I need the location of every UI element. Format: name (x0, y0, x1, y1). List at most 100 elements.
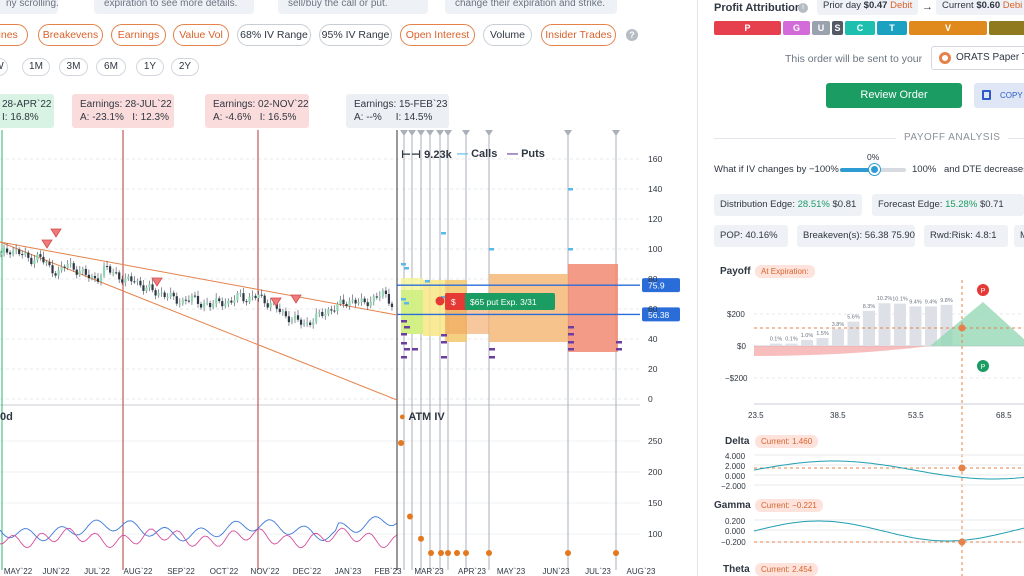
expiration-marker-icon (564, 130, 572, 136)
candle-body (169, 292, 172, 297)
candle-body (127, 276, 130, 279)
candle-body (354, 299, 357, 304)
hint-text: expiration to see more details. (104, 0, 238, 9)
probability-bar (894, 303, 906, 346)
gamma-badge: Current: −0.221 (755, 499, 823, 512)
probability-label: 9.4% (909, 299, 922, 305)
copy-button[interactable]: COPY (974, 83, 1024, 108)
range-button-week[interactable]: W (0, 58, 8, 76)
toggle-95-iv-range[interactable]: 95% IV Range (319, 24, 392, 46)
hint-text: ny scrolling. (6, 0, 58, 9)
toggle-value-vol[interactable]: Value Vol (173, 24, 229, 46)
info-icon[interactable]: i (798, 3, 808, 13)
x-axis-tick: JUN`22 (42, 567, 70, 576)
broker-logo-icon (939, 52, 951, 64)
delta-badge: Current: 1.460 (755, 435, 819, 448)
toggle-insider-trades[interactable]: Insider Trades (541, 24, 616, 46)
earnings-box[interactable]: Earnings: 02-NOV`22 A: -4.6% I: 16.5% (205, 94, 309, 128)
puts-legend[interactable]: — Puts (507, 148, 545, 160)
range-button-1m[interactable]: 1M (22, 58, 50, 76)
review-order-button[interactable]: Review Order (826, 83, 962, 108)
atm-iv-point (398, 440, 404, 446)
range-button-2y[interactable]: 2Y (171, 58, 199, 76)
call-oi-mark (441, 232, 446, 235)
iv-slider-track[interactable] (840, 164, 906, 175)
toggle-earnings[interactable]: Earnings (111, 24, 166, 46)
candle-body (263, 295, 266, 304)
candle-body (199, 303, 203, 308)
atm-iv-point (613, 550, 619, 556)
toggle-trendlines[interactable]: lines (0, 24, 28, 46)
attribution-segment[interactable]: V (909, 21, 987, 35)
candle-body (290, 319, 294, 323)
candle-body (90, 276, 94, 279)
value-heat-cell (568, 264, 618, 352)
put-oi-mark (568, 341, 574, 344)
attribution-segment[interactable]: P (714, 21, 781, 35)
probability-label: 3.8% (832, 322, 845, 328)
candle-body (230, 300, 233, 303)
gamma-current-point (958, 538, 966, 546)
attribution-segment[interactable]: S (832, 21, 843, 35)
stat-value: 28.51% (797, 199, 830, 210)
earnings-box[interactable]: Earnings: 28-JUL`22 A: -23.1% I: 12.3% (72, 94, 174, 128)
candle-body (327, 309, 330, 314)
candle-body (115, 272, 118, 274)
atm-iv-point (428, 550, 434, 556)
candle-body (348, 301, 351, 307)
iv-slider-max: 100% (912, 164, 937, 175)
candle-body (221, 301, 224, 307)
put-label-text: $65 put Exp. 3/31 (470, 297, 537, 307)
iv-axis-tick: 100 (648, 529, 662, 539)
broker-select[interactable]: ORATS Paper Tr (931, 46, 1024, 70)
expiration-marker-icon (612, 130, 620, 136)
profit-area (930, 302, 1024, 346)
payoff-axis-tick: $0 (737, 342, 746, 351)
candle-body (178, 303, 181, 305)
earnings-actual: A: -4.6% (213, 112, 252, 123)
candle-body (209, 302, 212, 308)
toggle-68-iv-range[interactable]: 68% IV Range (237, 24, 311, 46)
toggle-open-interest[interactable]: Open Interest (400, 24, 475, 46)
put-oi-mark (401, 333, 407, 336)
range-button-1y[interactable]: 1Y (136, 58, 164, 76)
candle-body (118, 272, 121, 280)
greeks-charts[interactable]: 0.1% 0.1%1.0% 1.5%3.8%5.6%8.3%10.2% 10.1% 9.… (698, 280, 1024, 576)
candle-body (390, 303, 394, 307)
range-button-6m[interactable]: 6M (96, 58, 126, 76)
earnings-box[interactable]: 28-APR`22 I: 16.8% (0, 94, 54, 128)
candle-body (54, 273, 57, 276)
hint-card: expiration to see more details. (94, 0, 254, 14)
candle-body (39, 254, 42, 257)
toggle-volume[interactable]: Volume (483, 24, 532, 46)
toggle-breakevens[interactable]: Breakevens (38, 24, 103, 46)
candle-body (142, 285, 145, 291)
attribution-segment[interactable] (989, 21, 1024, 35)
attribution-segment[interactable]: C (845, 21, 875, 35)
call-oi-mark (568, 188, 573, 191)
gamma-axis-tick: −0.200 (721, 538, 746, 547)
earnings-actual: A: -23.1% (80, 112, 124, 123)
put-oi-mark (401, 320, 407, 323)
iv-series-line (0, 516, 397, 542)
put-label-prefix: $ (451, 297, 456, 307)
atm-iv-point (565, 550, 571, 556)
attribution-segment[interactable]: G (783, 21, 810, 35)
iv-slider-handle[interactable] (869, 164, 880, 175)
candle-body (360, 298, 363, 303)
profit-marker-icon (977, 284, 989, 296)
candle-body (145, 287, 148, 291)
attribution-segment[interactable]: T (877, 21, 907, 35)
price-chart[interactable]: 75.9 56.38 $ $65 put Exp. 3/31 160 140 120 10… (0, 130, 697, 576)
x-axis-tick: JUL`23 (585, 567, 611, 576)
call-oi-mark (425, 280, 430, 283)
candle-body (21, 254, 24, 256)
attribution-segment[interactable]: U (812, 21, 830, 35)
range-button-3m[interactable]: 3M (59, 58, 88, 76)
candle-body (12, 250, 15, 255)
earnings-box[interactable]: Earnings: 15-FEB`23 A: --% I: 14.5% (346, 94, 449, 128)
candle-body (245, 301, 248, 303)
payoff-x-tick: 53.5 (908, 411, 924, 420)
calls-legend[interactable]: — Calls (457, 148, 498, 160)
help-icon[interactable]: ? (626, 29, 638, 41)
